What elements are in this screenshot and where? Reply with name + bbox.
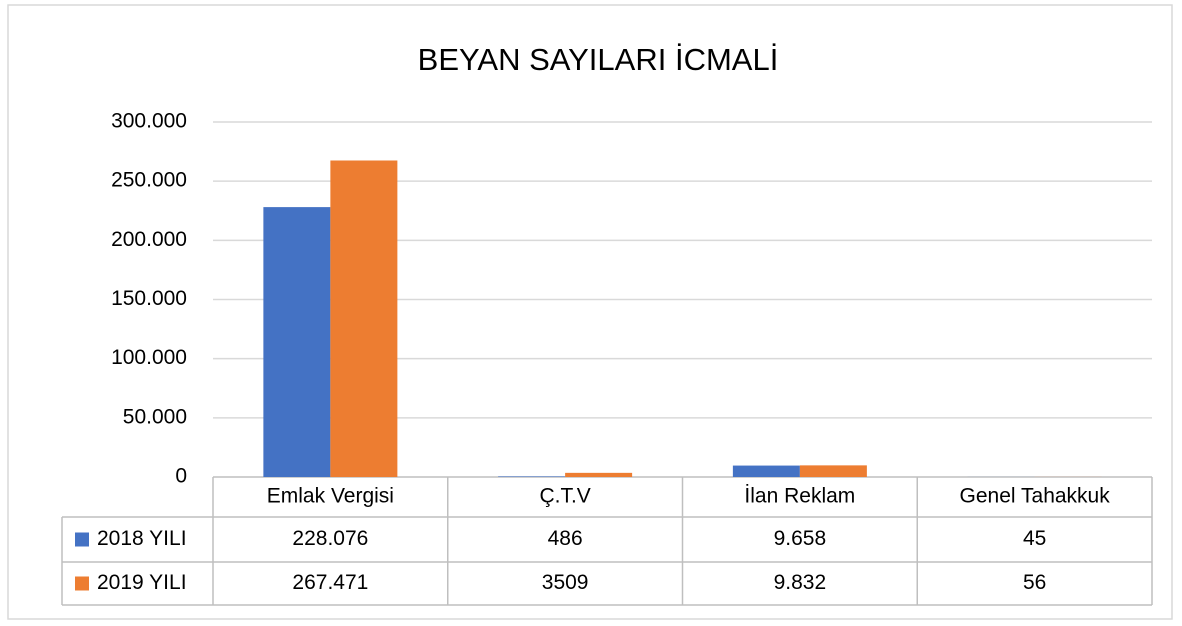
legend-label: 2018 YILI [97,527,187,550]
y-tick-label: 300.000 [111,110,187,133]
data-label: 228.076 [292,527,368,550]
data-label: 486 [548,527,583,550]
data-label: 56 [1023,571,1046,594]
x-tick-label: Ç.T.V [539,485,590,508]
data-label: 9.832 [774,571,827,594]
legend-label: 2019 YILI [97,571,187,594]
bar [330,160,398,477]
y-tick-label: 50.000 [123,405,187,428]
bar [498,476,566,477]
y-tick-label: 250.000 [111,169,187,192]
chart-title: BEYAN SAYILARI İCMALİ [418,42,779,77]
bar [565,472,633,477]
y-tick-label: 200.000 [111,228,187,251]
data-label: 9.658 [774,527,827,550]
bar [799,465,867,477]
y-tick-label: 150.000 [111,287,187,310]
x-tick-label: Genel Tahakkuk [960,485,1111,508]
data-label: 267.471 [292,571,368,594]
data-label: 45 [1023,527,1046,550]
legend-swatch [75,576,89,591]
legend-swatch [75,532,89,547]
x-tick-label: İlan Reklam [744,485,855,508]
bar [263,207,331,478]
y-tick-label: 100.000 [111,346,187,369]
data-label: 3509 [542,571,589,594]
x-tick-label: Emlak Vergisi [267,485,394,508]
y-tick-label: 0 [175,465,187,488]
bar [732,465,800,477]
